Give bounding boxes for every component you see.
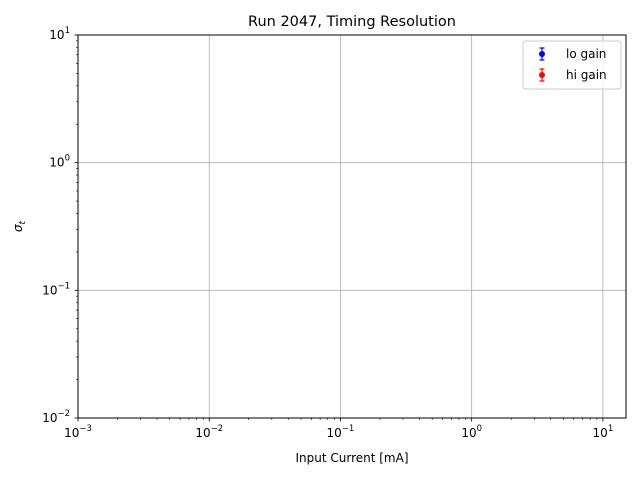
- x-tick-label-base: 10: [327, 426, 342, 440]
- y-tick-label-base: 10: [49, 28, 64, 42]
- legend-entry: lo gain: [539, 47, 606, 61]
- x-tick-label-base: 10: [593, 426, 608, 440]
- legend-label: lo gain: [566, 47, 606, 61]
- x-tick-label: 101: [593, 424, 614, 440]
- y-tick-label-exponent: −1: [57, 281, 70, 291]
- y-axis-label-base: σ: [11, 224, 25, 232]
- y-tick-label: 10−1: [42, 281, 70, 297]
- x-tick-label-exponent: 0: [477, 424, 482, 434]
- x-tick-label-exponent: −2: [211, 424, 224, 434]
- y-tick-label-base: 10: [42, 411, 57, 425]
- legend-label: hi gain: [566, 68, 607, 82]
- y-axis-label-subscript: t: [18, 220, 28, 224]
- x-tick-label-exponent: −1: [342, 424, 355, 434]
- y-tick-label: 10−2: [42, 409, 70, 425]
- x-tick-label: 10−1: [327, 424, 355, 440]
- x-tick-label: 10−3: [64, 424, 92, 440]
- x-tick-label: 100: [461, 424, 482, 440]
- legend-marker: [539, 51, 545, 57]
- x-tick-label-base: 10: [461, 426, 476, 440]
- x-tick-label-exponent: 1: [608, 424, 613, 434]
- legend-marker: [539, 72, 545, 78]
- y-tick-label-exponent: −2: [57, 409, 70, 419]
- y-tick-label-exponent: 1: [65, 26, 70, 36]
- y-tick-label-exponent: 0: [65, 154, 70, 164]
- y-tick-label-base: 10: [42, 283, 57, 297]
- x-tick-label-base: 10: [195, 426, 210, 440]
- x-tick-label-exponent: −3: [79, 424, 92, 434]
- legend-entry: hi gain: [539, 68, 607, 82]
- chart-title: Run 2047, Timing Resolution: [248, 14, 456, 30]
- y-axis-label: σt: [11, 220, 28, 232]
- x-tick-label-base: 10: [64, 426, 79, 440]
- y-tick-label: 101: [49, 26, 70, 42]
- y-tick-label-base: 10: [49, 156, 64, 170]
- legend: lo gain hi gain: [522, 40, 622, 90]
- y-tick-label: 100: [49, 154, 70, 170]
- legend-box: [522, 40, 622, 90]
- x-axis-label: Input Current [mA]: [295, 451, 408, 465]
- plot-area-frame: [77, 34, 627, 419]
- x-tick-label: 10−2: [195, 424, 223, 440]
- axis-ticks: [74, 34, 604, 422]
